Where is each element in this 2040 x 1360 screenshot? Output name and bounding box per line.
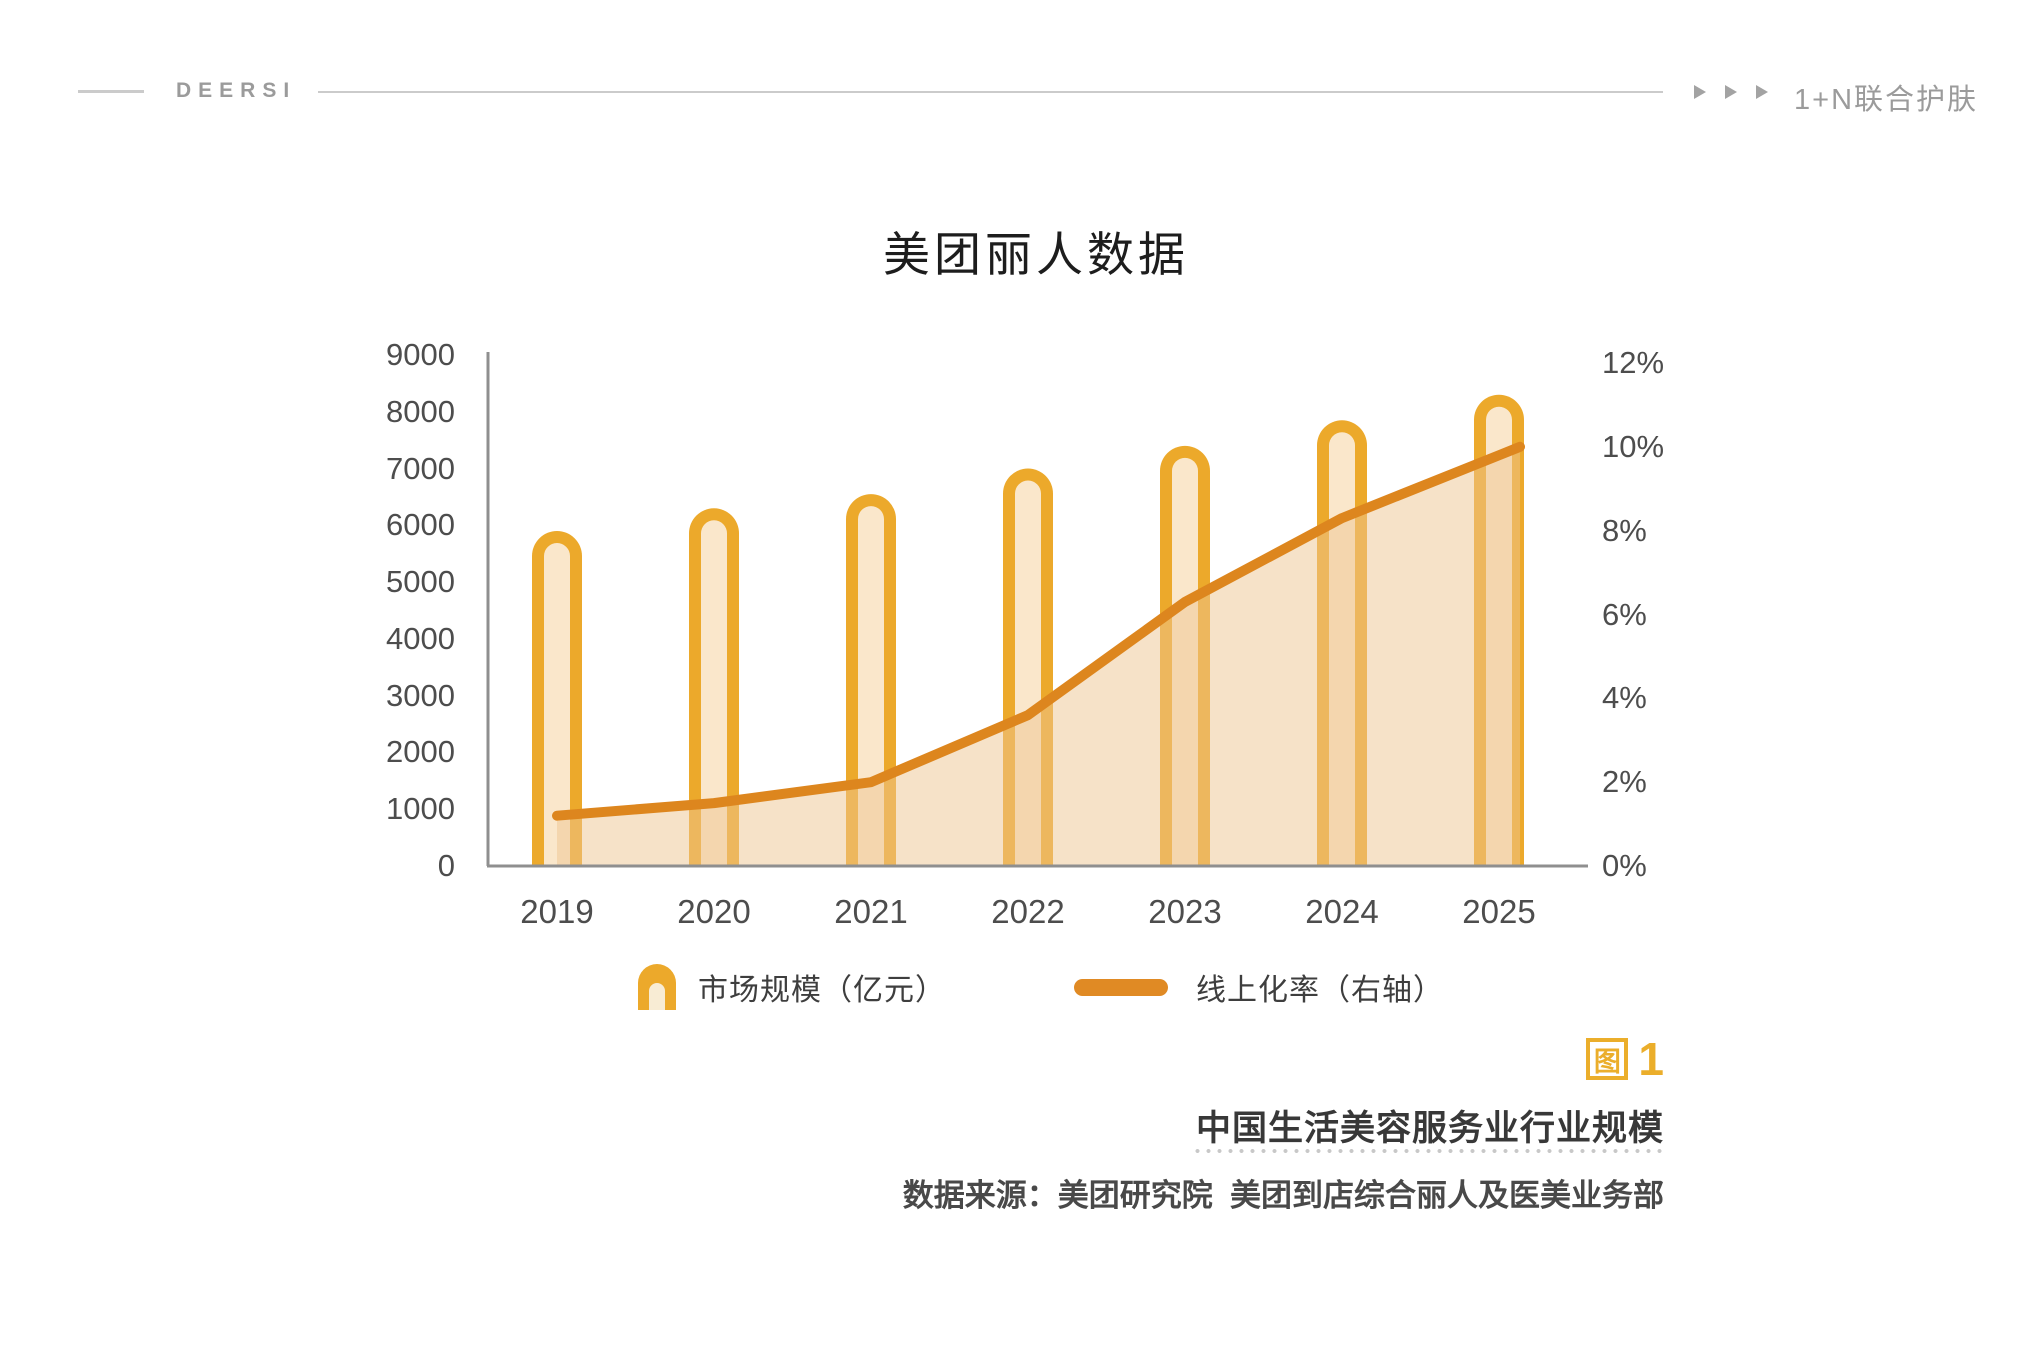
- online-rate-line: [552, 441, 1525, 821]
- dotted-separator: [1192, 1148, 1664, 1154]
- figure-number: 1: [1638, 1033, 1664, 1085]
- bar-inner-2020: [701, 520, 727, 866]
- arrow-right-icon: [1694, 85, 1706, 99]
- brand-logo: DEERSI: [176, 79, 297, 102]
- bar-inner-2019: [544, 543, 570, 866]
- header-rule: [318, 91, 1663, 93]
- section-label: 1+N联合护肤: [1794, 84, 1979, 116]
- figure-number-row: 图 1: [1586, 1033, 1664, 1085]
- bar-capsule-icon: [638, 964, 676, 1010]
- line-segment-icon: [1074, 978, 1168, 996]
- legend-item-online-rate: 线上化率（右轴）: [1074, 963, 1444, 1011]
- arrow-right-icon: [1725, 85, 1737, 99]
- figure-caption: 中国生活美容服务业行业规模: [1195, 1109, 1664, 1148]
- data-source: 数据来源：美团研究院 美团到店综合丽人及医美业务部: [902, 1178, 1664, 1213]
- header-arrows: [1694, 85, 1768, 99]
- legend-label: 线上化率（右轴）: [1196, 974, 1444, 1007]
- header-left-rule: [78, 90, 144, 93]
- chart-title: 美团丽人数据: [883, 228, 1189, 281]
- legend-item-market-size: 市场规模（亿元）: [638, 963, 946, 1011]
- figure-badge-icon: 图: [1586, 1038, 1629, 1080]
- legend-label: 市场规模（亿元）: [698, 974, 946, 1007]
- arrow-right-icon: [1756, 85, 1768, 99]
